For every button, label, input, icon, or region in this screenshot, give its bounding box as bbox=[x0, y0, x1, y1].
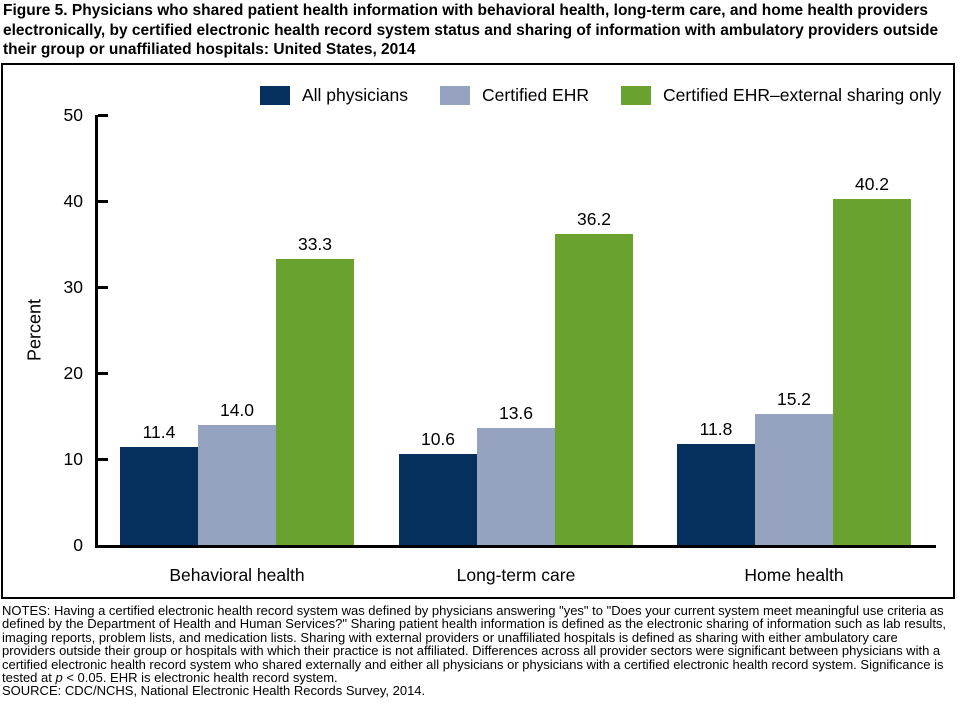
y-axis-tick bbox=[98, 285, 108, 289]
legend-label: Certified EHR–external sharing only bbox=[663, 85, 942, 105]
bar-certified-ehr-behavioral-health bbox=[198, 424, 276, 545]
legend-label: Certified EHR bbox=[482, 85, 590, 105]
legend: All physicians Certified EHR Certified EHR… bbox=[260, 85, 941, 106]
x-axis-category-label: Long-term care bbox=[456, 565, 576, 585]
figure-title: Figure 5. Physicians who shared patient … bbox=[3, 2, 939, 58]
bar-all-physicians-home-health bbox=[677, 443, 755, 545]
bar-value-label: 14.0 bbox=[219, 399, 255, 420]
notes-block: NOTES: Having a certified electronic hea… bbox=[2, 604, 954, 698]
x-axis-category-label: Behavioral health bbox=[169, 565, 305, 585]
bar-all-physicians-long-term-care bbox=[399, 453, 477, 545]
bar-value-label: 10.6 bbox=[420, 428, 456, 449]
bar-certified-ehr-external-sharing-only-behavioral-health bbox=[276, 258, 354, 545]
y-axis-tick-label: 20 bbox=[63, 363, 83, 383]
chart-box: All physicians Certified EHR Certified EHR… bbox=[1, 63, 955, 599]
bar-value-label: 33.3 bbox=[297, 233, 333, 254]
y-axis-tick bbox=[98, 113, 108, 117]
bar-value-label: 13.6 bbox=[498, 403, 534, 424]
source-line: SOURCE: CDC/NCHS, National Electronic He… bbox=[2, 683, 426, 699]
legend-item-certified-ehr-external-sharing-only: Certified EHR–external sharing only bbox=[621, 85, 941, 106]
y-axis-tick bbox=[98, 199, 108, 203]
y-axis-tick-label: 40 bbox=[63, 191, 83, 211]
bar-certified-ehr-external-sharing-only-home-health bbox=[833, 199, 911, 545]
y-axis-tick-label: 0 bbox=[73, 535, 83, 555]
legend-swatch bbox=[621, 86, 652, 105]
bar-value-label: 11.4 bbox=[142, 421, 176, 442]
bar-certified-ehr-home-health bbox=[755, 414, 833, 545]
notes-p-italic: p bbox=[55, 670, 63, 686]
bar-certified-ehr-external-sharing-only-long-term-care bbox=[555, 233, 633, 545]
y-axis-tick-label: 50 bbox=[63, 105, 83, 125]
bar-value-label: 11.8 bbox=[699, 418, 733, 439]
y-axis-tick bbox=[98, 457, 108, 461]
legend-swatch bbox=[260, 86, 290, 105]
legend-item-certified-ehr: Certified EHR bbox=[440, 85, 589, 106]
y-axis-tick-label: 10 bbox=[63, 449, 83, 469]
bar-certified-ehr-long-term-care bbox=[477, 428, 555, 545]
bar-value-label: 36.2 bbox=[576, 208, 612, 229]
notes-text: NOTES: Having a certified electronic hea… bbox=[2, 604, 954, 684]
y-axis-title: Percent bbox=[24, 298, 45, 362]
bar-value-label: 15.2 bbox=[776, 389, 812, 410]
legend-item-all-physicians: All physicians bbox=[260, 85, 408, 106]
notes-text-part: < 0.05. EHR is electronic health record … bbox=[62, 670, 338, 686]
y-axis-tick-label: 30 bbox=[63, 277, 83, 297]
plot-area: 0 10 20 30 40 50 11.4 14.0 33.3 Behavioral health… bbox=[64, 105, 936, 585]
x-axis-category-label: Home health bbox=[744, 565, 844, 585]
y-axis-tick bbox=[98, 371, 108, 375]
legend-swatch bbox=[440, 86, 471, 105]
bar-value-label: 40.2 bbox=[854, 174, 890, 195]
legend-label: All physicians bbox=[302, 85, 409, 105]
notes-text-part: NOTES: Having a certified electronic hea… bbox=[2, 603, 947, 686]
bar-all-physicians-behavioral-health bbox=[120, 446, 198, 545]
